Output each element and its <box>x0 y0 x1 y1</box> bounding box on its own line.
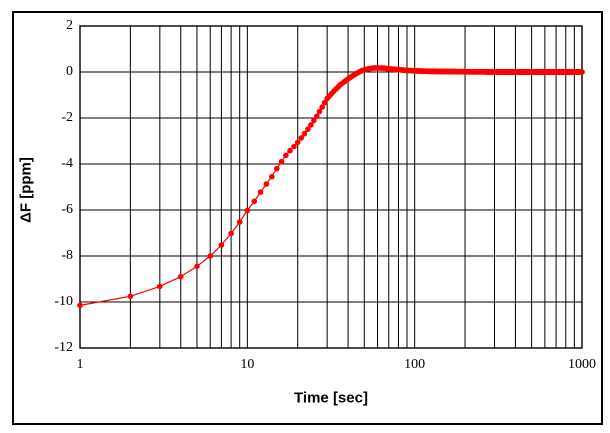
data-point-marker <box>177 273 184 280</box>
data-point-marker <box>274 165 280 172</box>
y-tick-label: 2 <box>66 18 73 33</box>
data-point-marker <box>207 253 213 259</box>
data-series <box>77 65 585 309</box>
data-point-marker <box>308 122 314 128</box>
y-tick-label: -10 <box>54 294 73 309</box>
data-point-marker <box>244 207 251 214</box>
data-point-marker <box>294 139 301 146</box>
data-point-marker <box>319 104 326 110</box>
data-point-marker <box>251 198 258 205</box>
data-point-marker <box>218 242 225 248</box>
data-point-marker <box>298 135 305 141</box>
data-point-marker <box>127 293 134 300</box>
y-tick-label: -6 <box>61 202 73 217</box>
data-point-marker <box>301 130 308 137</box>
data-point-marker <box>77 302 83 309</box>
data-point-marker <box>236 219 243 225</box>
data-point-marker <box>287 147 293 154</box>
data-point-marker <box>321 99 328 106</box>
y-tick-label: -12 <box>54 340 73 355</box>
data-point-marker <box>157 283 163 290</box>
data-point-marker <box>305 126 311 132</box>
data-point-marker <box>228 230 234 237</box>
y-tick-label: -2 <box>61 110 73 125</box>
y-tick-label: -4 <box>61 156 73 171</box>
data-point-marker <box>316 108 323 115</box>
series-line <box>79 67 582 306</box>
figure-border <box>12 11 603 425</box>
data-point-marker <box>283 152 289 159</box>
y-tick-label: -8 <box>61 248 73 263</box>
data-point-marker <box>263 181 270 187</box>
data-point-marker <box>311 117 317 124</box>
x-tick-label: 100 <box>404 357 426 372</box>
data-point-marker <box>278 158 285 165</box>
data-point-marker <box>257 189 264 195</box>
x-tick-label: 1000 <box>568 357 596 372</box>
y-axis-title: ΔF [ppm] <box>17 157 35 223</box>
x-axis-title: Time [sec] <box>294 389 368 407</box>
plot-area-border <box>79 25 583 349</box>
data-point-marker <box>269 173 275 180</box>
data-point-marker <box>579 69 585 75</box>
x-tick-label: 1 <box>76 357 84 372</box>
data-point-marker <box>314 113 320 119</box>
data-point-marker <box>194 263 200 270</box>
data-point-marker <box>291 143 297 150</box>
x-tick-label: 10 <box>240 357 255 372</box>
y-tick-label: 0 <box>66 64 73 79</box>
